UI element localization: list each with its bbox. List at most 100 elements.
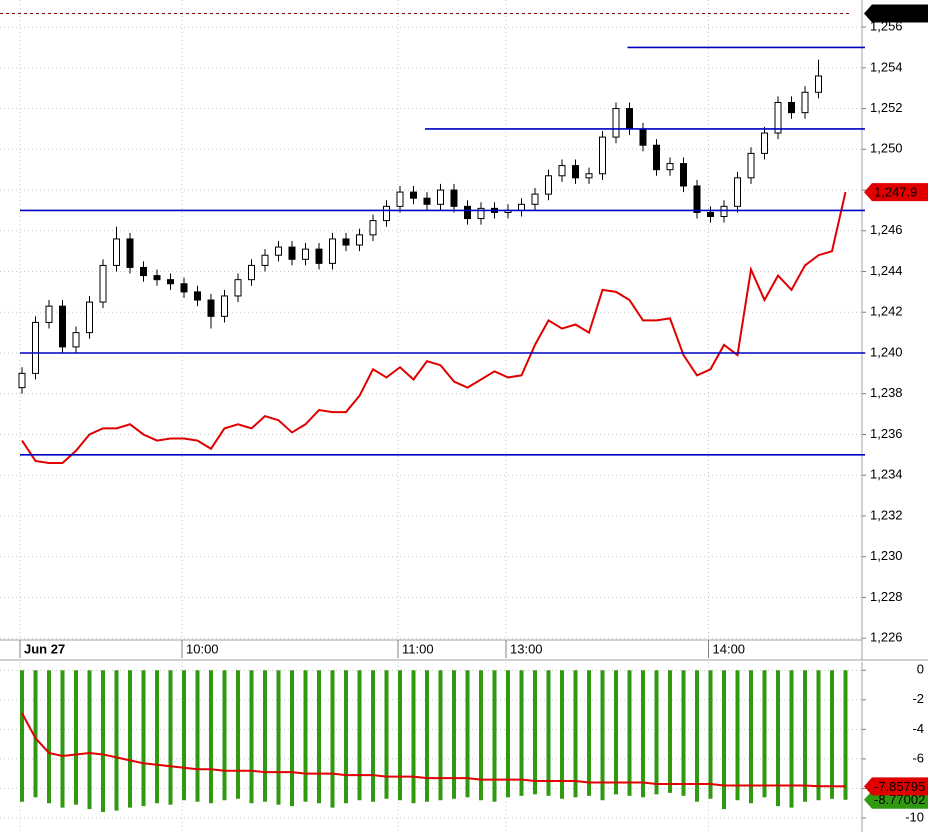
y-tick-label: 1,244 bbox=[870, 263, 903, 278]
y-tick-label: 1,226 bbox=[870, 630, 903, 645]
bar bbox=[101, 670, 105, 813]
price-tag-label: -7.85795 bbox=[874, 779, 925, 794]
candle-body bbox=[693, 185, 701, 213]
candle-body bbox=[815, 75, 822, 93]
y-tick-label: 1,240 bbox=[870, 344, 903, 359]
bar bbox=[749, 670, 753, 804]
bar bbox=[425, 670, 429, 802]
candle-body bbox=[99, 264, 107, 303]
x-tick-label: Jun 27 bbox=[24, 641, 65, 656]
bar bbox=[803, 670, 807, 802]
bar bbox=[357, 670, 362, 801]
candle-body bbox=[248, 264, 255, 281]
bar bbox=[330, 670, 335, 808]
bar bbox=[533, 670, 537, 795]
bar bbox=[47, 670, 51, 804]
candle-body bbox=[653, 144, 660, 171]
price-tag bbox=[864, 183, 928, 202]
y-tick-label: 1,238 bbox=[870, 385, 903, 400]
bar bbox=[546, 670, 551, 796]
y-tick-label: 1,234 bbox=[870, 467, 903, 482]
bar bbox=[60, 670, 65, 808]
candle-body bbox=[383, 205, 390, 222]
bar bbox=[560, 670, 564, 799]
bar bbox=[654, 670, 659, 795]
x-tick-label: 11:00 bbox=[402, 641, 434, 656]
y-tick-label: 1,242 bbox=[870, 304, 903, 319]
candle-body bbox=[410, 191, 417, 199]
candle-body bbox=[45, 305, 53, 323]
bar bbox=[587, 670, 591, 796]
line bbox=[21, 712, 846, 788]
line bbox=[21, 191, 847, 464]
candle-body bbox=[707, 211, 714, 218]
y-tick-label: 1,250 bbox=[870, 141, 903, 156]
bar bbox=[641, 670, 645, 798]
candle-body bbox=[342, 238, 350, 246]
bar bbox=[303, 670, 308, 802]
candle-body bbox=[234, 279, 242, 297]
bar bbox=[74, 670, 78, 805]
x-tick-label: 13:00 bbox=[510, 641, 543, 656]
bar bbox=[290, 670, 294, 807]
bar bbox=[816, 670, 821, 801]
candle-body bbox=[761, 132, 768, 154]
candle-body bbox=[518, 203, 525, 211]
candle-body bbox=[140, 266, 147, 277]
price-tag-label: 1,247.9 bbox=[874, 185, 917, 200]
candle-body bbox=[275, 246, 282, 256]
bar bbox=[317, 670, 321, 804]
price-tag bbox=[864, 777, 928, 796]
candle-body bbox=[558, 165, 566, 177]
candle-body bbox=[477, 207, 485, 220]
bar bbox=[668, 670, 672, 793]
candle-body bbox=[356, 234, 363, 246]
bar bbox=[600, 670, 605, 801]
bar bbox=[789, 670, 794, 808]
candle-body bbox=[315, 248, 323, 264]
candle-body bbox=[261, 254, 269, 266]
candle-body bbox=[221, 295, 228, 317]
y-tick-label: 1,236 bbox=[870, 426, 903, 441]
candle-body bbox=[59, 305, 66, 348]
bar bbox=[141, 670, 146, 807]
candle-body bbox=[72, 332, 80, 348]
candle-body bbox=[531, 193, 539, 205]
candle-body bbox=[86, 301, 93, 334]
bar bbox=[506, 670, 510, 798]
bar bbox=[276, 670, 281, 805]
candle-body bbox=[572, 165, 579, 179]
bar bbox=[249, 670, 254, 804]
bar bbox=[411, 670, 416, 804]
candle-body bbox=[801, 91, 809, 114]
y-tick-label: 1,252 bbox=[870, 100, 903, 115]
bar bbox=[195, 670, 200, 802]
candle-body bbox=[639, 128, 647, 146]
candle-body bbox=[167, 279, 174, 285]
candle-body bbox=[113, 238, 120, 266]
candle-body bbox=[612, 108, 620, 138]
candle-body bbox=[288, 246, 296, 260]
candle-body bbox=[599, 136, 606, 175]
bar bbox=[614, 670, 618, 795]
y-tick-label: 1,228 bbox=[870, 589, 903, 604]
bar bbox=[155, 670, 159, 804]
candle-body bbox=[180, 283, 188, 293]
candle-body bbox=[396, 191, 404, 207]
bar bbox=[452, 670, 456, 799]
bar bbox=[182, 670, 186, 801]
candle-body bbox=[329, 238, 336, 264]
candle-body bbox=[302, 248, 309, 260]
bar bbox=[20, 670, 24, 802]
bar bbox=[843, 670, 848, 800]
bar bbox=[344, 670, 348, 804]
candle-body bbox=[194, 291, 201, 301]
bar bbox=[573, 670, 578, 798]
bar bbox=[519, 670, 524, 796]
candle-body bbox=[126, 238, 134, 268]
bar bbox=[438, 670, 443, 801]
candle-body bbox=[464, 205, 471, 220]
y-tick-label: -2 bbox=[912, 691, 924, 706]
